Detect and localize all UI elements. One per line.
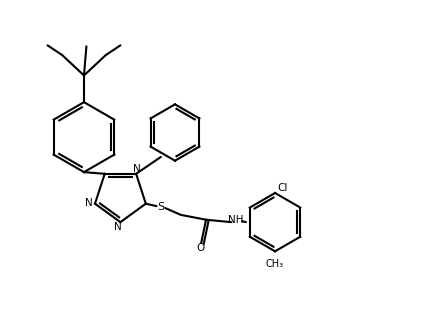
Text: S: S [157, 202, 164, 212]
Text: NH: NH [228, 215, 244, 225]
Text: O: O [196, 243, 204, 253]
Text: CH₃: CH₃ [266, 259, 284, 269]
Text: N: N [133, 164, 141, 174]
Text: Cl: Cl [278, 183, 288, 193]
Text: N: N [85, 198, 92, 208]
Text: N: N [114, 222, 122, 232]
